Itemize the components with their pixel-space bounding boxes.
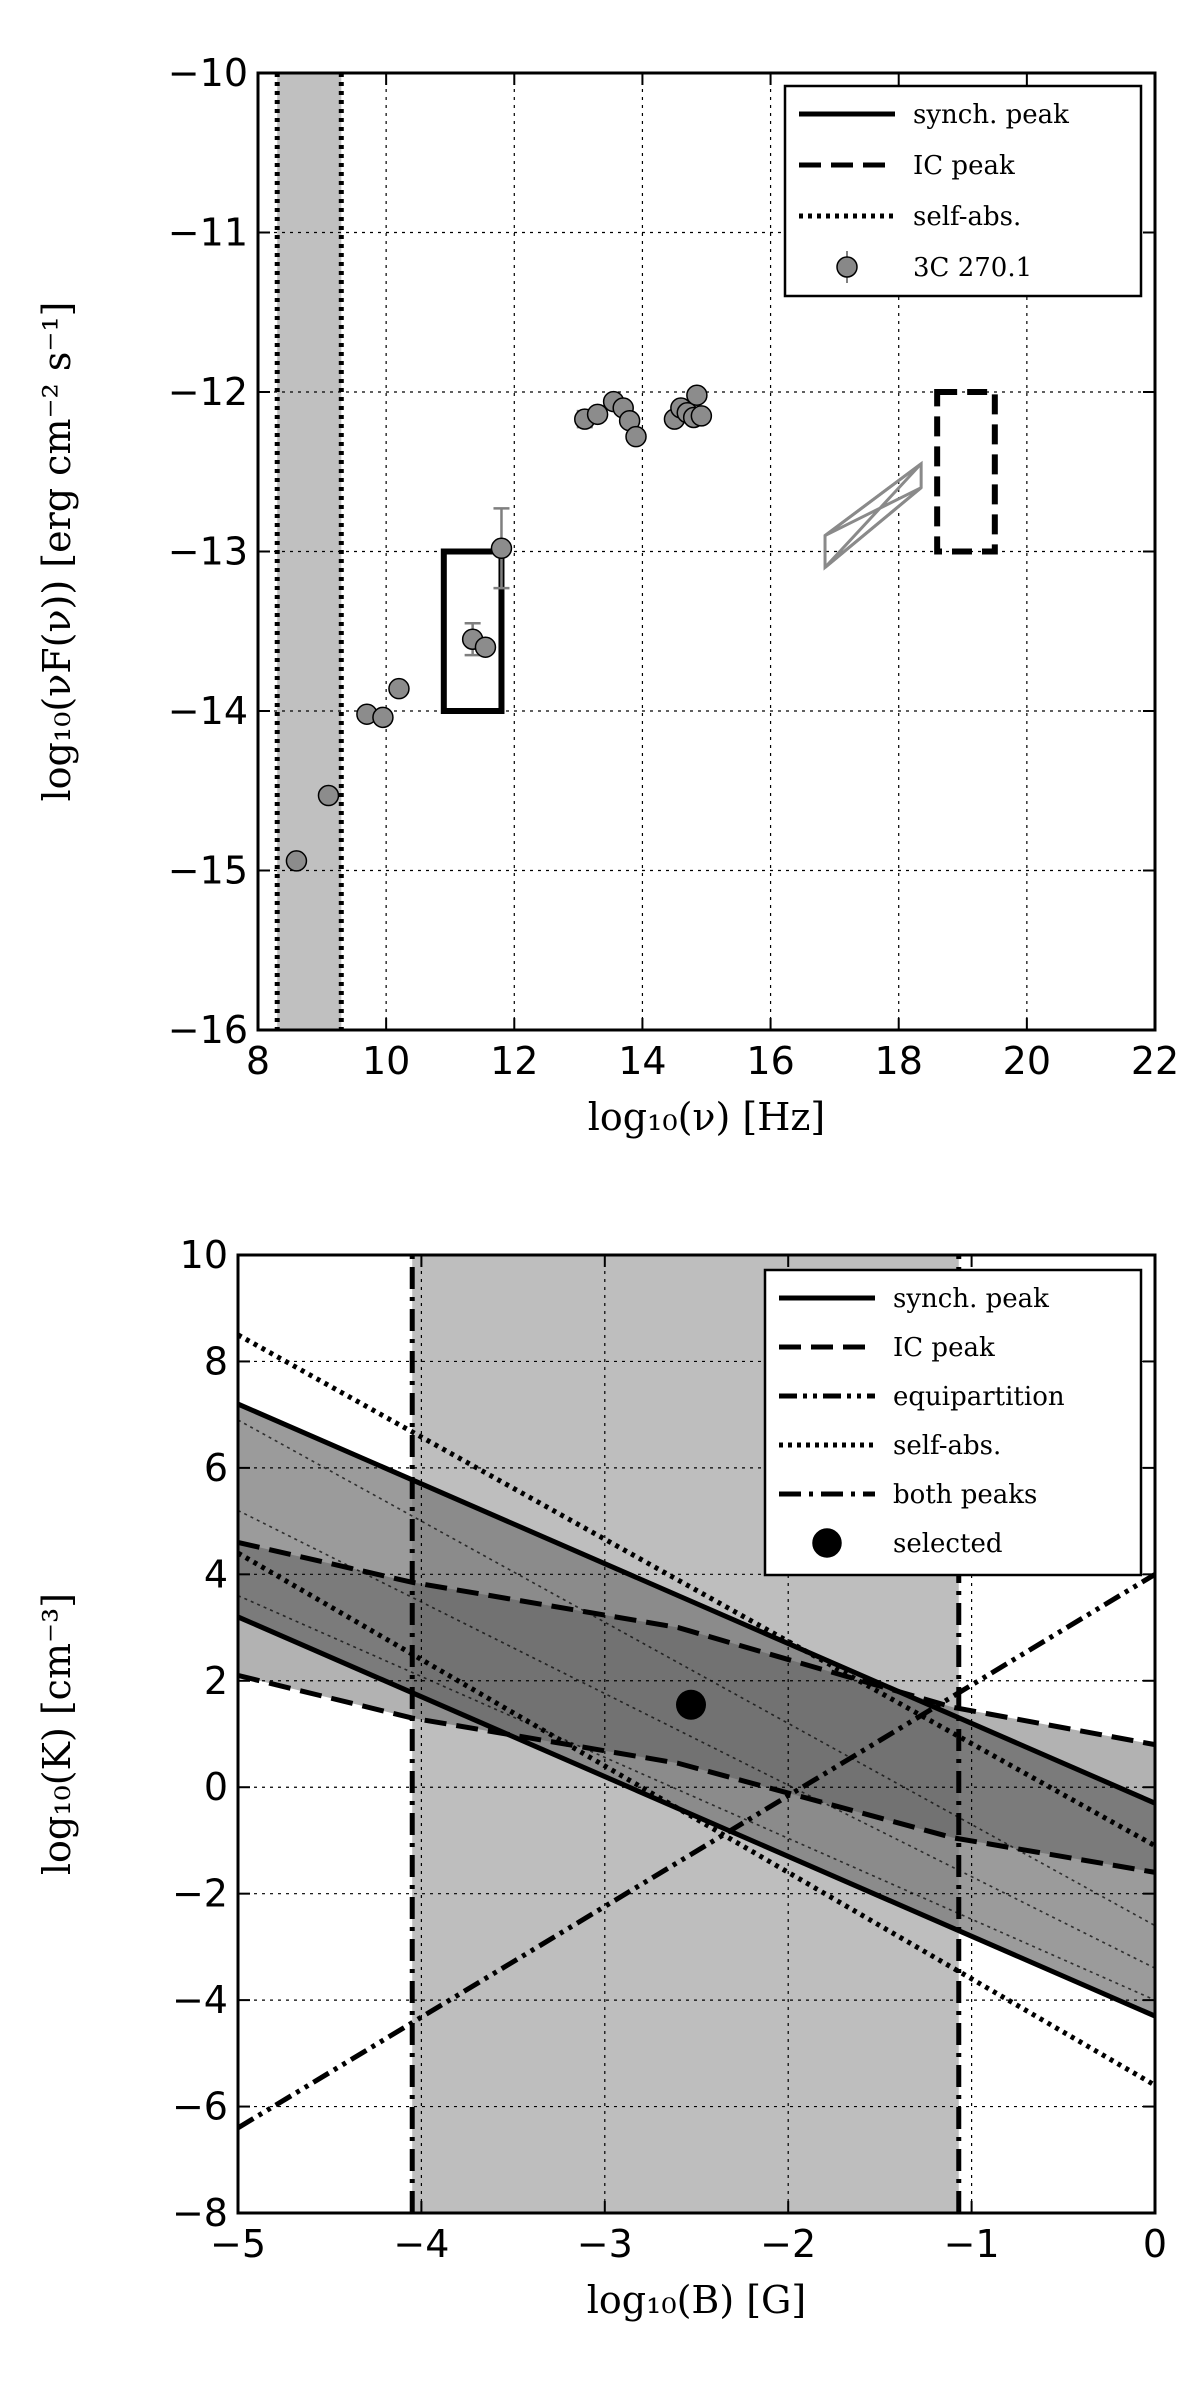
y-tick-label: −14 xyxy=(168,689,248,733)
guide-line xyxy=(237,1509,1156,1969)
legend-label: self-abs. xyxy=(893,1431,1001,1461)
axis-ticks: 8 10 12 14 16 18 20 22 −16 −15 −14 −13 −12 −11 −10 xyxy=(168,51,1179,1083)
legend-marker xyxy=(836,256,858,278)
x-tick-label: 0 xyxy=(1143,2222,1167,2266)
x-tick-label: 16 xyxy=(746,1039,794,1083)
legend-box xyxy=(763,1268,1143,1577)
y-tick-label: 6 xyxy=(204,1446,228,1490)
peak-boxes xyxy=(440,389,998,714)
x-tick-label: −1 xyxy=(944,2222,1000,2266)
x-tick-label: −5 xyxy=(210,2222,266,2266)
legend-label: synch. peak xyxy=(893,1284,1049,1314)
x-tick-label: 18 xyxy=(875,1039,923,1083)
y-tick-label: −2 xyxy=(172,1872,228,1916)
legend-label: both peaks xyxy=(893,1480,1037,1510)
legend-label: synch. peak xyxy=(913,100,1069,130)
y-tick-label: 8 xyxy=(204,1339,228,1383)
selected-point xyxy=(675,1689,706,1720)
data-point xyxy=(490,537,513,560)
dashdotdot-line xyxy=(236,1572,1157,2130)
constraint-lines xyxy=(236,1255,1157,2213)
data-point xyxy=(388,677,410,700)
y-tick-label: 4 xyxy=(204,1552,228,1596)
x-tick-label: −3 xyxy=(577,2222,633,2266)
xray-bowtie xyxy=(823,460,923,571)
data-point xyxy=(372,706,394,729)
y-axis-label: log₁₀(K) [cm⁻³] xyxy=(35,1593,79,1875)
dashed-line xyxy=(237,1539,1156,1748)
solid-line xyxy=(237,1401,1156,1806)
sed-panel: 8 10 12 14 16 18 20 22 −16 −15 −14 −13 −12 −11 −10 log… xyxy=(35,51,1179,1139)
guide-line xyxy=(237,1594,1156,2001)
y-tick-label: 0 xyxy=(204,1765,228,1809)
axis-ticks: −5 −4 −3 −2 −1 0 −8 −6 −4 −2 0 2 4 6 8 10 xyxy=(172,1233,1167,2266)
y-tick-label: −6 xyxy=(172,2085,228,2129)
plot-frame xyxy=(236,1253,1157,2215)
legend-label: IC peak xyxy=(913,151,1015,181)
data-point xyxy=(474,636,497,658)
y-tick-label: −13 xyxy=(168,530,248,574)
x-tick-label: 8 xyxy=(246,1039,270,1083)
y-tick-label: −8 xyxy=(172,2191,228,2235)
x-tick-label: 14 xyxy=(618,1039,666,1083)
x-axis-label: log₁₀(B) [G] xyxy=(587,2278,806,2322)
x-axis-label: log₁₀(ν) [Hz] xyxy=(588,1095,825,1139)
y-axis-label: log₁₀(νF(ν)) [erg cm⁻² s⁻¹] xyxy=(35,302,79,802)
dotted-line xyxy=(236,1550,1157,2088)
data-point xyxy=(625,425,647,448)
y-tick-label: −15 xyxy=(168,849,248,893)
legend-label: equipartition xyxy=(893,1382,1065,1412)
y-tick-label: 2 xyxy=(204,1659,228,1703)
solid-line xyxy=(237,1614,1156,2019)
legend-marker xyxy=(812,1528,842,1558)
data-point xyxy=(317,784,340,807)
y-tick-label: −4 xyxy=(172,1978,228,2022)
x-tick-label: −2 xyxy=(760,2222,816,2266)
dotted-line xyxy=(236,1332,1157,1848)
legend-label: 3C 270.1 xyxy=(913,253,1032,283)
data-point xyxy=(686,384,708,406)
x-tick-label: 22 xyxy=(1131,1039,1179,1083)
data-points xyxy=(285,384,713,872)
legend-label: selected xyxy=(893,1529,1002,1559)
y-tick-label: 10 xyxy=(180,1233,228,1277)
xray-bowtie-cross xyxy=(823,462,923,569)
x-tick-label: 10 xyxy=(362,1039,410,1083)
data-point xyxy=(690,405,713,427)
x-tick-label: 20 xyxy=(1003,1039,1051,1083)
legend-label: IC peak xyxy=(893,1333,995,1363)
y-tick-label: −11 xyxy=(168,211,248,255)
x-tick-label: −4 xyxy=(393,2222,449,2266)
synch-peak-box xyxy=(440,548,505,714)
ic-peak-box xyxy=(934,389,998,555)
x-tick-label: 12 xyxy=(490,1039,538,1083)
legend: synch. peak IC peak self-abs. 3C 270.1 xyxy=(783,84,1143,298)
y-tick-label: −12 xyxy=(168,370,248,414)
dashed-line xyxy=(237,1673,1156,1875)
legend-label: self-abs. xyxy=(913,202,1021,232)
data-point xyxy=(285,850,308,872)
data-point xyxy=(586,403,609,426)
y-tick-label: −16 xyxy=(168,1008,248,1052)
y-tick-label: −10 xyxy=(168,51,248,95)
selected-point xyxy=(675,1689,706,1720)
legend: synch. peak IC peak equipartition self-abs.… xyxy=(763,1268,1143,1577)
